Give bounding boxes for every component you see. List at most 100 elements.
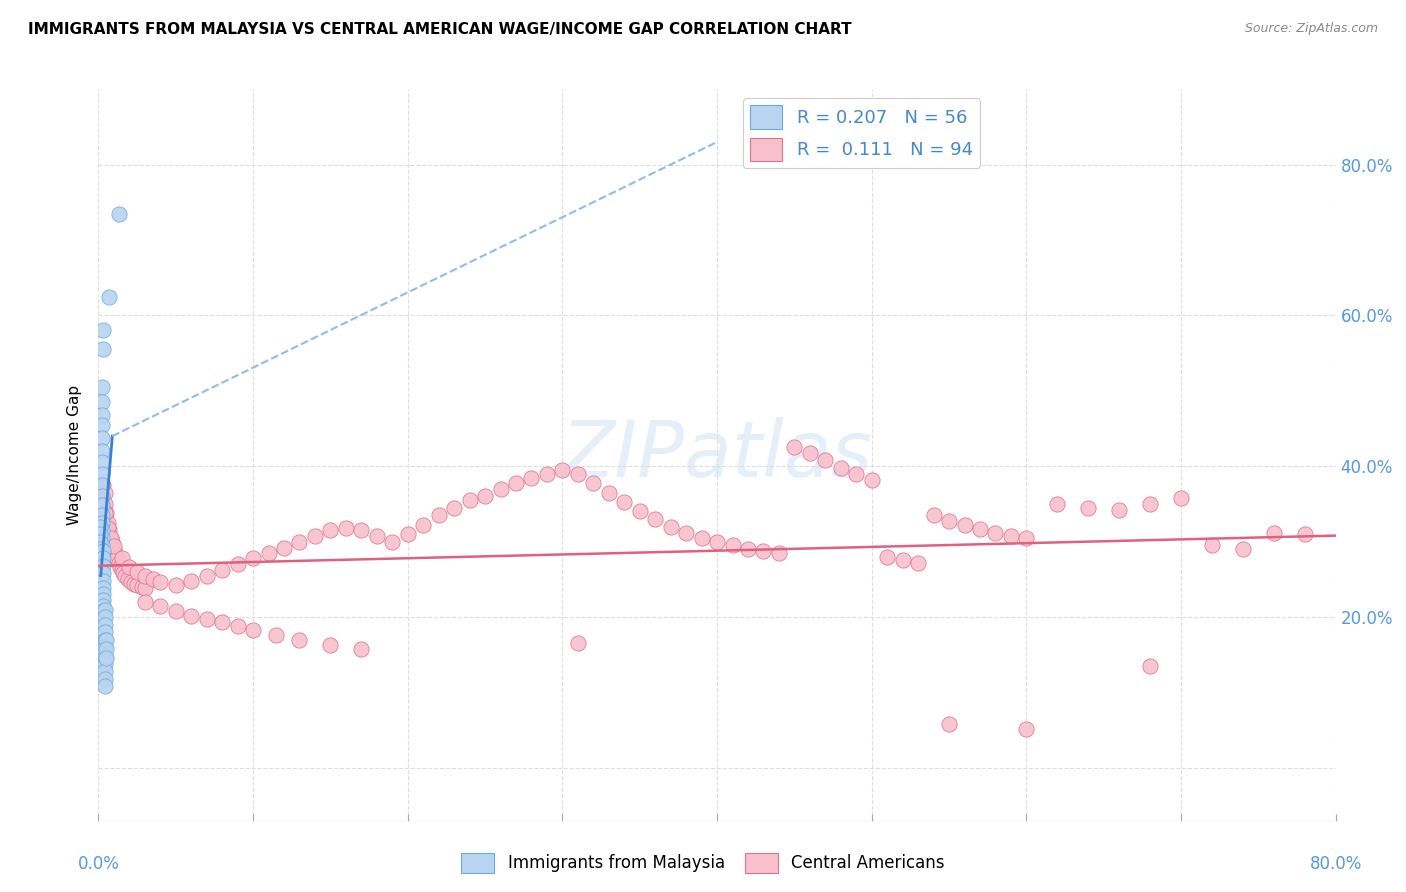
Point xyxy=(103,542,125,557)
Point xyxy=(458,493,481,508)
Point xyxy=(799,445,821,459)
Point xyxy=(907,556,929,570)
Point xyxy=(93,640,115,655)
Point xyxy=(1294,527,1316,541)
Point xyxy=(89,527,111,541)
Point xyxy=(335,521,357,535)
Point xyxy=(90,380,112,394)
Point xyxy=(134,568,156,582)
Point xyxy=(142,572,165,586)
Point xyxy=(112,566,135,581)
Point xyxy=(96,641,118,656)
Point xyxy=(768,546,790,560)
Point xyxy=(90,395,112,409)
Legend: Immigrants from Malaysia, Central Americans: Immigrants from Malaysia, Central Americ… xyxy=(454,847,952,880)
Point xyxy=(520,470,543,484)
Point xyxy=(613,495,636,509)
Text: Source: ZipAtlas.com: Source: ZipAtlas.com xyxy=(1244,22,1378,36)
Point xyxy=(830,460,852,475)
Point xyxy=(93,610,115,624)
Point xyxy=(90,455,112,469)
Point xyxy=(111,551,134,566)
Point xyxy=(690,531,713,545)
Point xyxy=(89,549,111,564)
Point xyxy=(226,558,249,572)
Point xyxy=(628,504,651,518)
Point xyxy=(195,611,218,625)
Point xyxy=(567,467,589,481)
Point xyxy=(319,638,342,652)
Point xyxy=(814,453,837,467)
Point xyxy=(134,595,156,609)
Point xyxy=(91,551,114,566)
Point xyxy=(474,489,496,503)
Point xyxy=(381,534,404,549)
Point xyxy=(969,522,991,536)
Point xyxy=(953,518,976,533)
Point xyxy=(1170,491,1192,505)
Point xyxy=(122,577,145,591)
Point xyxy=(1015,531,1038,545)
Point xyxy=(922,508,945,523)
Point xyxy=(89,556,111,570)
Point xyxy=(90,531,112,545)
Point xyxy=(93,649,115,664)
Point xyxy=(505,475,527,490)
Point xyxy=(118,559,141,574)
Point xyxy=(104,548,127,562)
Point xyxy=(91,574,114,588)
Point xyxy=(89,572,111,586)
Point xyxy=(1139,497,1161,511)
Point xyxy=(90,478,112,492)
Point xyxy=(752,544,775,558)
Point xyxy=(93,625,115,640)
Point xyxy=(1108,503,1130,517)
Point xyxy=(117,572,139,586)
Point xyxy=(101,536,124,550)
Point xyxy=(103,539,125,553)
Point xyxy=(96,650,118,665)
Point xyxy=(91,599,114,613)
Point xyxy=(675,525,697,540)
Point xyxy=(350,524,373,538)
Point xyxy=(1000,528,1022,542)
Point xyxy=(89,561,111,575)
Text: 0.0%: 0.0% xyxy=(77,855,120,872)
Point xyxy=(1077,500,1099,515)
Point xyxy=(97,521,120,535)
Point xyxy=(567,636,589,650)
Point xyxy=(91,593,114,607)
Point xyxy=(93,617,115,632)
Point xyxy=(266,628,288,642)
Point xyxy=(659,519,682,533)
Point xyxy=(127,578,149,592)
Point xyxy=(211,563,233,577)
Point xyxy=(91,478,114,492)
Point xyxy=(582,475,605,490)
Point xyxy=(93,672,115,686)
Point xyxy=(288,534,311,549)
Point xyxy=(90,524,112,538)
Point xyxy=(120,574,142,589)
Point xyxy=(412,518,434,533)
Point xyxy=(93,485,115,500)
Point xyxy=(891,553,914,567)
Point xyxy=(180,574,202,588)
Point xyxy=(91,324,114,338)
Point xyxy=(108,559,131,574)
Point xyxy=(366,528,388,542)
Point xyxy=(443,500,465,515)
Point xyxy=(90,489,112,503)
Point xyxy=(149,574,172,589)
Point xyxy=(1232,542,1254,557)
Point xyxy=(242,551,264,566)
Point xyxy=(396,527,419,541)
Point xyxy=(114,569,136,583)
Point xyxy=(91,558,114,573)
Point xyxy=(1015,722,1038,736)
Point xyxy=(93,497,115,511)
Point xyxy=(721,538,744,552)
Point xyxy=(90,538,112,552)
Point xyxy=(427,508,450,523)
Point xyxy=(180,608,202,623)
